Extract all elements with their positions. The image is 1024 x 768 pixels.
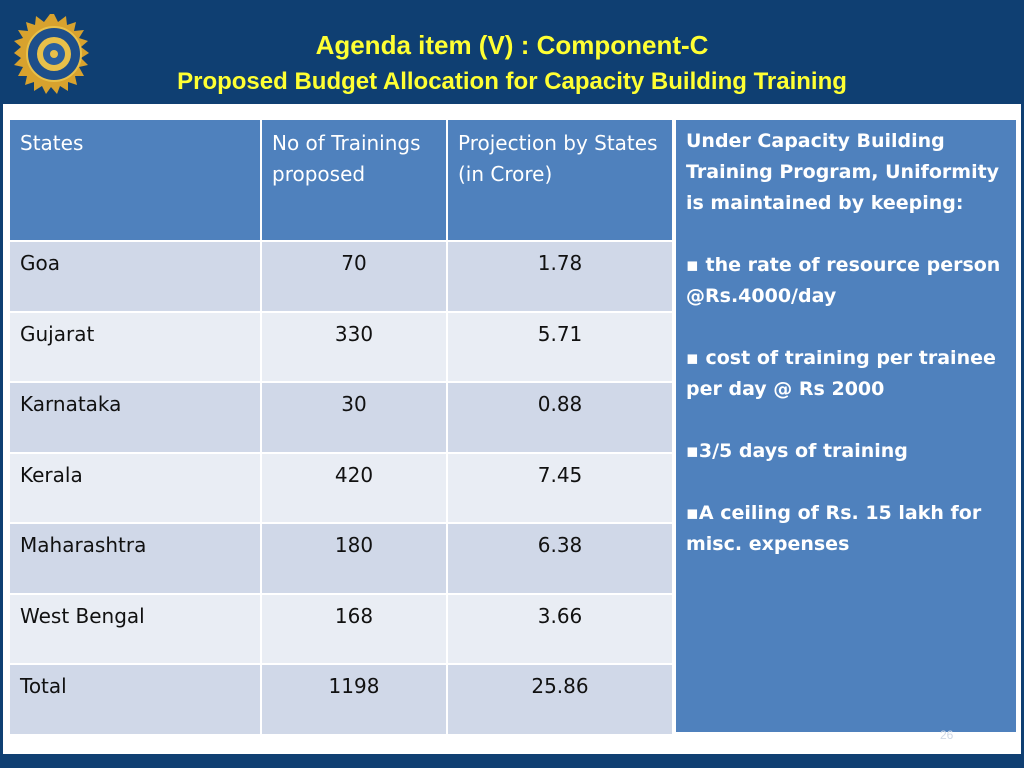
cell-state: West Bengal: [8, 592, 262, 665]
cell-state: Maharashtra: [8, 522, 262, 595]
table-row: West Bengal 168 3.66: [8, 592, 674, 665]
table-total-row: Total 1198 25.86: [8, 663, 674, 736]
slide-subtitle: Proposed Budget Allocation for Capacity …: [177, 68, 847, 95]
panel-heading: Under Capacity Building Training Program…: [686, 130, 1000, 214]
cell-state: Total: [8, 663, 262, 736]
slide-header: Agenda item (V) : Component-C Proposed B…: [0, 0, 1024, 104]
bullet-misc-ceiling: ▪A ceiling of Rs. 15 lakh for misc. expe…: [686, 502, 982, 555]
bullet-resource-person: ▪ the rate of resource person @Rs.4000/d…: [686, 254, 1001, 307]
cell-projection: 6.38: [446, 522, 674, 595]
footer-bar: [0, 754, 1024, 768]
cell-state: Karnataka: [8, 381, 262, 454]
header-trainings: No of Trainings proposed: [260, 118, 448, 242]
cell-projection: 3.66: [446, 592, 674, 665]
bullet-training-days: ▪3/5 days of training: [686, 440, 908, 462]
slide-title: Agenda item (V) : Component-C: [315, 30, 709, 60]
table-row: Goa 70 1.78: [8, 240, 674, 313]
table-row: Karnataka 30 0.88: [8, 381, 674, 454]
cell-trainings: 1198: [260, 663, 448, 736]
table-header-row: States No of Trainings proposed Projecti…: [8, 118, 674, 242]
table-row: Kerala 420 7.45: [8, 451, 674, 524]
ndma-emblem-icon: [14, 14, 89, 94]
cell-trainings: 70: [260, 240, 448, 313]
cell-trainings: 330: [260, 310, 448, 383]
header-states: States: [8, 118, 262, 242]
uniformity-note-panel: Under Capacity Building Training Program…: [676, 120, 1016, 732]
bullet-cost-per-trainee: ▪ cost of training per trainee per day @…: [686, 347, 996, 400]
cell-projection: 0.88: [446, 381, 674, 454]
cell-state: Kerala: [8, 451, 262, 524]
cell-state: Gujarat: [8, 310, 262, 383]
cell-trainings: 30: [260, 381, 448, 454]
cell-projection: 5.71: [446, 310, 674, 383]
cell-projection: 1.78: [446, 240, 674, 313]
cell-projection: 7.45: [446, 451, 674, 524]
budget-table: States No of Trainings proposed Projecti…: [8, 118, 674, 736]
header-projection: Projection by States (in Crore): [446, 118, 674, 242]
cell-state: Goa: [8, 240, 262, 313]
cell-trainings: 420: [260, 451, 448, 524]
table-row: Maharashtra 180 6.38: [8, 522, 674, 595]
cell-projection: 25.86: [446, 663, 674, 736]
page-number: 26: [940, 728, 954, 742]
cell-trainings: 180: [260, 522, 448, 595]
cell-trainings: 168: [260, 592, 448, 665]
table-row: Gujarat 330 5.71: [8, 310, 674, 383]
